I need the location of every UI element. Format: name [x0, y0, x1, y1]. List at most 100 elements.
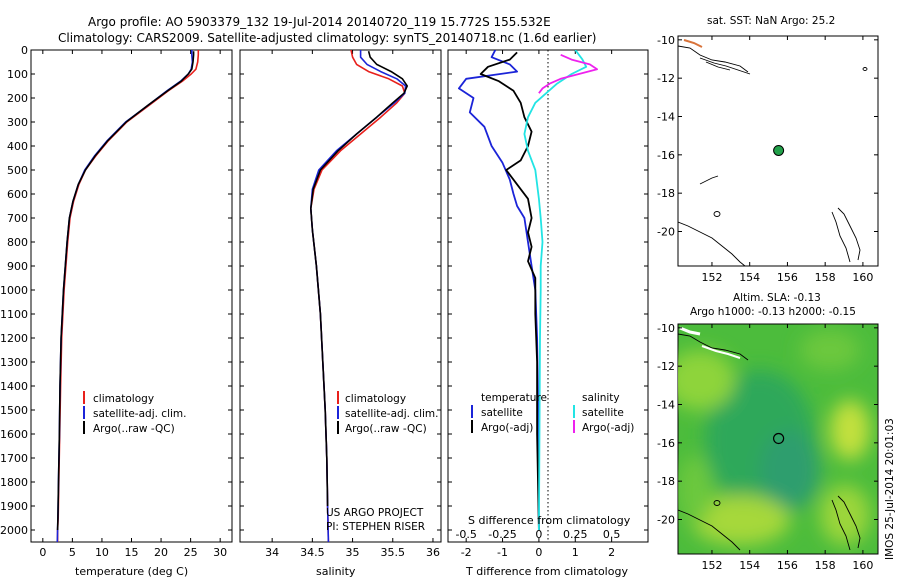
- map-x-tick-label: 156: [777, 271, 798, 284]
- salinity-x-axis: 34 34.5 35 35.5 36: [265, 50, 440, 559]
- map-y-tick-label: -20: [657, 514, 675, 527]
- depth-tick-label: 1400: [0, 380, 28, 393]
- x-tick-label: 1: [572, 546, 579, 559]
- figure-title-line2: Climatology: CARS2009. Satellite-adjuste…: [58, 31, 596, 45]
- x-tick-label: 2: [608, 546, 615, 559]
- sla-map-field: [678, 326, 870, 551]
- s-tick-label: 0.25: [563, 528, 588, 541]
- temperature-panel-frame: [30, 49, 233, 543]
- depth-axis: 0 100 200 300 400 500 600 700 800 900 1000 1100 1200…: [0, 44, 648, 537]
- map-x-tick-label: 156: [777, 559, 798, 572]
- depth-tick-label: 1200: [0, 332, 28, 345]
- difference-series: [457, 50, 598, 531]
- x-tick-label: 20: [154, 546, 168, 559]
- temperature-xlabel: temperature (deg C): [75, 565, 188, 578]
- depth-tick-label: 1000: [0, 284, 28, 297]
- s-tick-label: 0: [535, 528, 542, 541]
- depth-tick-label: 1300: [0, 356, 28, 369]
- s-tick-label: -0.5: [455, 528, 476, 541]
- map-x-tick-label: 158: [815, 559, 836, 572]
- x-tick-label: 35.5: [381, 546, 406, 559]
- depth-tick-label: 1800: [0, 476, 28, 489]
- series-t-argo-adj-: [479, 51, 540, 531]
- x-tick-label: 30: [213, 546, 227, 559]
- depth-tick-label: 900: [7, 260, 28, 273]
- difference-xlabel-top: S difference from climatology: [468, 514, 631, 527]
- series-s-argo-adj-: [538, 53, 598, 94]
- temperature-legend: climatology satellite-adj. clim. Argo(..…: [83, 391, 186, 435]
- depth-tick-label: 800: [7, 236, 28, 249]
- depth-tick-label: 200: [7, 92, 28, 105]
- pi-annotation: PI: STEPHEN RISER: [326, 521, 425, 533]
- sla-map-title-line2: Argo h1000: -0.13 h2000: -0.15: [690, 306, 856, 318]
- salinity-legend-satellite: satellite-adj. clim.: [345, 408, 438, 420]
- depth-tick-label: 2000: [0, 524, 28, 537]
- depth-tick-label: 400: [7, 140, 28, 153]
- salinity-legend-climatology: climatology: [345, 393, 406, 405]
- s-tick-label: -0.25: [488, 528, 516, 541]
- depth-tick-label: 700: [7, 212, 28, 225]
- difference-legend: temperature satellite Argo(-adj) salinit…: [471, 392, 634, 434]
- figure-title-line1: Argo profile: AO 5903379_132 19-Jul-2014…: [88, 15, 551, 29]
- series-s-satellite: [523, 50, 588, 531]
- salinity-legend: climatology satellite-adj. clim. Argo(..…: [337, 391, 438, 435]
- legend-t-argo: Argo(-adj): [481, 422, 533, 434]
- sla-map-title-line1: Altim. SLA: -0.13: [733, 292, 821, 304]
- depth-tick-label: 0: [21, 44, 28, 57]
- map-x-tick-label: 160: [852, 271, 873, 284]
- map-y-tick-label: -18: [657, 475, 675, 488]
- sst-map-axes: 152 154 156 158 160 -10 -12 -14 -16 -18 -20: [657, 34, 878, 284]
- x-tick-label: 35: [346, 546, 360, 559]
- x-tick-label: 25: [184, 546, 198, 559]
- map-x-tick-label: 154: [739, 271, 760, 284]
- depth-tick-label: 100: [7, 68, 28, 81]
- x-tick-label: 15: [125, 546, 139, 559]
- map-x-tick-label: 160: [852, 559, 873, 572]
- legend-s-argo: Argo(-adj): [582, 422, 634, 434]
- depth-tick-label: 600: [7, 188, 28, 201]
- x-tick-label: -2: [461, 546, 472, 559]
- salinity-xlabel: salinity: [316, 565, 356, 578]
- salinity-panel-frame: [239, 49, 442, 543]
- salinity-series: [309, 50, 409, 542]
- map-y-tick-label: -14: [657, 399, 675, 412]
- x-tick-label: 34.5: [300, 546, 325, 559]
- project-annotation: US ARGO PROJECT: [326, 507, 424, 519]
- map-x-tick-label: 152: [701, 559, 722, 572]
- map-y-tick-label: -16: [657, 437, 675, 450]
- legend-temperature-heading: temperature: [481, 392, 547, 404]
- legend-s-satellite: satellite: [582, 407, 624, 419]
- salinity-legend-argo: Argo(..raw -QC): [345, 423, 427, 435]
- map-y-tick-label: -14: [657, 111, 675, 124]
- x-tick-label: 10: [95, 546, 109, 559]
- sla-map-axes: 152 154 156 158 160 -10 -12 -14 -16 -18 -20: [657, 322, 878, 572]
- x-tick-label: 34: [265, 546, 279, 559]
- s-tick-label: 0.5: [603, 528, 621, 541]
- x-tick-label: -1: [497, 546, 508, 559]
- temperature-legend-argo: Argo(..raw -QC): [93, 423, 175, 435]
- difference-panel-frame: [447, 49, 649, 543]
- temperature-legend-satellite: satellite-adj. clim.: [93, 408, 186, 420]
- map-y-tick-label: -10: [657, 322, 675, 335]
- temperature-series: [56, 50, 200, 542]
- x-tick-label: 0: [39, 546, 46, 559]
- series-t-satellite: [457, 50, 540, 531]
- series-argo-raw-qc-: [56, 51, 195, 531]
- depth-tick-label: 1600: [0, 428, 28, 441]
- depth-tick-label: 500: [7, 164, 28, 177]
- depth-tick-label: 1500: [0, 404, 28, 417]
- series-argo-raw-qc-: [309, 50, 409, 507]
- sst-map-argo-marker: [773, 144, 785, 156]
- map-y-tick-label: -16: [657, 149, 675, 162]
- legend-salinity-heading: salinity: [582, 392, 620, 404]
- map-y-tick-label: -12: [657, 360, 675, 373]
- map-y-tick-label: -12: [657, 72, 675, 85]
- map-y-tick-label: -20: [657, 226, 675, 239]
- map-y-tick-label: -10: [657, 34, 675, 47]
- map-x-tick-label: 152: [701, 271, 722, 284]
- imos-timestamp: IMOS 25-Jul-2014 20:01:03: [884, 418, 896, 560]
- sst-map-coastlines: [678, 39, 868, 266]
- sla-map-argo-marker: [773, 432, 785, 445]
- x-tick-label: 0: [535, 546, 542, 559]
